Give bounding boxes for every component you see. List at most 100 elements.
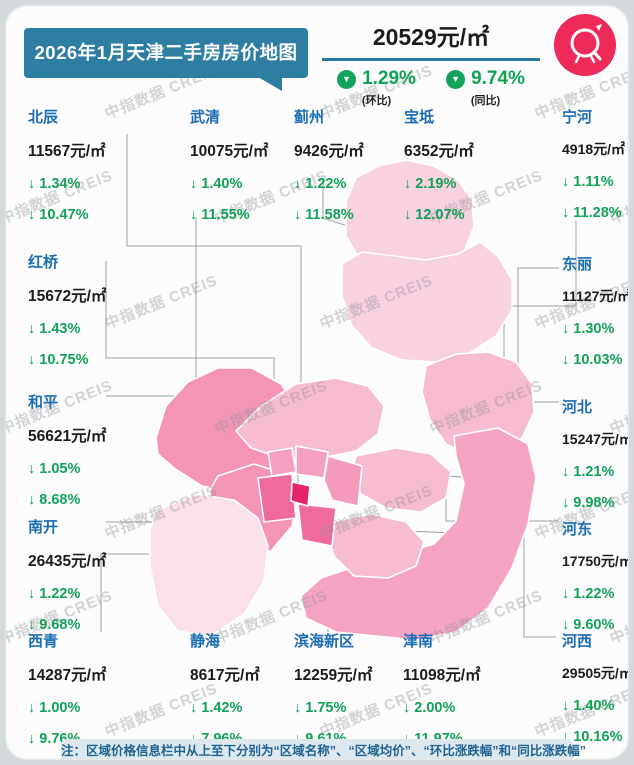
map-regions	[149, 159, 537, 641]
district-mom: ↓ 1.40%	[562, 698, 615, 714]
district-price: 9426元/㎡	[294, 143, 364, 160]
district-name: 和平	[28, 394, 59, 411]
creis-logo	[554, 14, 616, 76]
average-price-panel: 20529元/㎡ ▼ 1.29% (环比) ▼ 9.74% (同比)	[322, 18, 540, 108]
footnote: 注：区域价格信息栏中从上至下分别为“区域名称”、“区域均价”、“环比涨跌幅”和“…	[61, 739, 586, 759]
district-name: 静海	[190, 633, 221, 650]
map-region-nankai	[257, 473, 297, 523]
district-block-binhai: 滨海新区 12259元/㎡ ↓ 1.75% ↓ 9.61%	[294, 630, 414, 747]
district-name: 蓟州	[294, 109, 325, 126]
district-name: 河西	[562, 633, 593, 650]
map-region-wuqing	[155, 367, 303, 493]
district-price: 4918元/㎡	[562, 141, 626, 157]
district-yoy: ↓ 11.55%	[190, 207, 250, 223]
district-name: 河东	[562, 521, 593, 538]
district-mom: ↓ 1.42%	[190, 700, 243, 716]
map-region-hebei	[295, 445, 329, 479]
map-region-beichen	[235, 377, 385, 459]
district-block-nankai: 南开 26435元/㎡ ↓ 1.22% ↓ 9.68%	[28, 516, 148, 633]
district-price: 8617元/㎡	[190, 667, 260, 684]
map-region-heping	[290, 481, 311, 507]
district-name: 东丽	[562, 256, 593, 273]
average-price-value: 20529元/㎡	[372, 24, 490, 50]
map-region-xiqing	[209, 463, 299, 557]
district-name: 西青	[28, 633, 59, 650]
district-block-hexi: 河西 29505元/㎡ ↓ 1.40% ↓ 10.16%	[562, 630, 629, 745]
district-yoy: ↓ 10.75%	[28, 352, 89, 368]
district-block-jinghai: 静海 8617元/㎡ ↓ 1.42% ↓ 7.96%	[190, 630, 310, 747]
district-name: 河北	[562, 399, 593, 416]
district-block-xiqing: 西青 14287元/㎡ ↓ 1.00% ↓ 9.76%	[28, 630, 148, 747]
district-mom: ↓ 1.40%	[190, 176, 243, 192]
district-block-hebei: 河北 15247元/㎡ ↓ 1.21% ↓ 9.98%	[562, 396, 629, 511]
district-price: 15672元/㎡	[28, 288, 107, 305]
header-divider	[322, 58, 540, 61]
district-block-hedong: 河东 17750元/㎡ ↓ 1.22% ↓ 9.60%	[562, 518, 629, 633]
district-block-hongqiao: 红桥 15672元/㎡ ↓ 1.43% ↓ 10.75%	[28, 251, 148, 368]
district-price: 56621元/㎡	[28, 428, 107, 445]
district-mom: ↓ 1.05%	[28, 461, 81, 477]
mom-value: 1.29%	[362, 68, 416, 89]
district-yoy: ↓ 9.98%	[562, 495, 615, 511]
banner-tail	[258, 77, 282, 91]
watermark-text: 中指数据 CREIS	[212, 377, 331, 438]
district-yoy: ↓ 10.03%	[562, 352, 623, 368]
district-yoy: ↓ 10.16%	[562, 729, 623, 745]
district-price: 14287元/㎡	[28, 667, 107, 684]
district-yoy: ↓ 8.68%	[28, 492, 81, 508]
down-circle-icon: ▼	[337, 69, 357, 89]
district-block-jizhou: 蓟州 9426元/㎡ ↓ 1.22% ↓ 11.58%	[294, 106, 414, 223]
mom-label: (环比)	[361, 95, 392, 107]
map-region-jinghai	[149, 493, 269, 637]
district-mom: ↓ 1.22%	[28, 586, 81, 602]
district-price: 26435元/㎡	[28, 553, 107, 570]
district-name: 北辰	[28, 109, 59, 126]
district-price: 6352元/㎡	[404, 143, 474, 160]
map-region-hongqiao	[267, 447, 297, 477]
map-region-binhai	[300, 427, 537, 641]
district-price: 11098元/㎡	[403, 667, 481, 684]
district-name: 滨海新区	[294, 633, 355, 650]
district-name: 宁河	[562, 109, 593, 126]
map-region-baodi	[341, 241, 513, 363]
mom-stat: ▼ 1.29% (环比)	[337, 68, 416, 108]
district-mom: ↓ 1.22%	[562, 586, 615, 602]
watermark-text: 中指数据 CREIS	[317, 482, 436, 543]
yoy-label: (同比)	[470, 95, 501, 107]
district-mom: ↓ 1.34%	[28, 176, 81, 192]
creis-logo-icon	[570, 24, 602, 64]
district-yoy: ↓ 9.60%	[562, 617, 615, 633]
district-mom: ↓ 2.19%	[404, 176, 457, 192]
district-price: 11567元/㎡	[28, 143, 106, 160]
district-block-jinnan: 津南 11098元/㎡ ↓ 2.00% ↓ 11.97%	[403, 630, 523, 747]
map-region-hedong	[323, 455, 363, 507]
map-region-ninghe	[421, 351, 535, 457]
title-banner: 2026年1月天津二手房房价地图	[24, 28, 308, 91]
district-block-baodi: 宝坻 6352元/㎡ ↓ 2.19% ↓ 12.07%	[404, 106, 524, 223]
district-yoy: ↓ 10.47%	[28, 207, 89, 223]
district-yoy: ↓ 11.28%	[562, 205, 622, 221]
watermark-text: 中指数据 CREIS	[427, 377, 546, 438]
map-region-jinnan	[327, 513, 425, 579]
district-mom: ↓ 1.30%	[562, 321, 615, 337]
district-block-heping: 和平 56621元/㎡ ↓ 1.05% ↓ 8.68%	[28, 391, 148, 508]
infographic-card: 中指数据 CREIS 中指数据 CREIS 中指数据 CREIS 中指数据 CREIS…	[5, 5, 629, 760]
map-region-hexi	[297, 503, 337, 547]
map-region-dongli	[350, 447, 452, 513]
district-price: 15247元/㎡	[562, 431, 629, 447]
district-mom: ↓ 1.75%	[294, 700, 347, 716]
district-mom: ↓ 1.21%	[562, 464, 615, 480]
district-price: 10075元/㎡	[190, 143, 269, 160]
district-block-beichen: 北辰 11567元/㎡ ↓ 1.34% ↓ 10.47%	[28, 106, 148, 223]
yoy-value: 9.74%	[471, 68, 525, 89]
district-name: 宝坻	[404, 109, 435, 126]
district-price: 17750元/㎡	[562, 553, 629, 569]
district-price: 29505元/㎡	[562, 665, 629, 681]
district-name: 南开	[28, 519, 59, 536]
district-block-wuqing: 武清 10075元/㎡ ↓ 1.40% ↓ 11.55%	[190, 106, 310, 223]
district-yoy: ↓ 9.68%	[28, 617, 81, 633]
page-title: 2026年1月天津二手房房价地图	[34, 42, 298, 63]
district-block-ninghe: 宁河 4918元/㎡ ↓ 1.11% ↓ 11.28%	[562, 106, 628, 221]
district-mom: ↓ 1.22%	[294, 176, 347, 192]
